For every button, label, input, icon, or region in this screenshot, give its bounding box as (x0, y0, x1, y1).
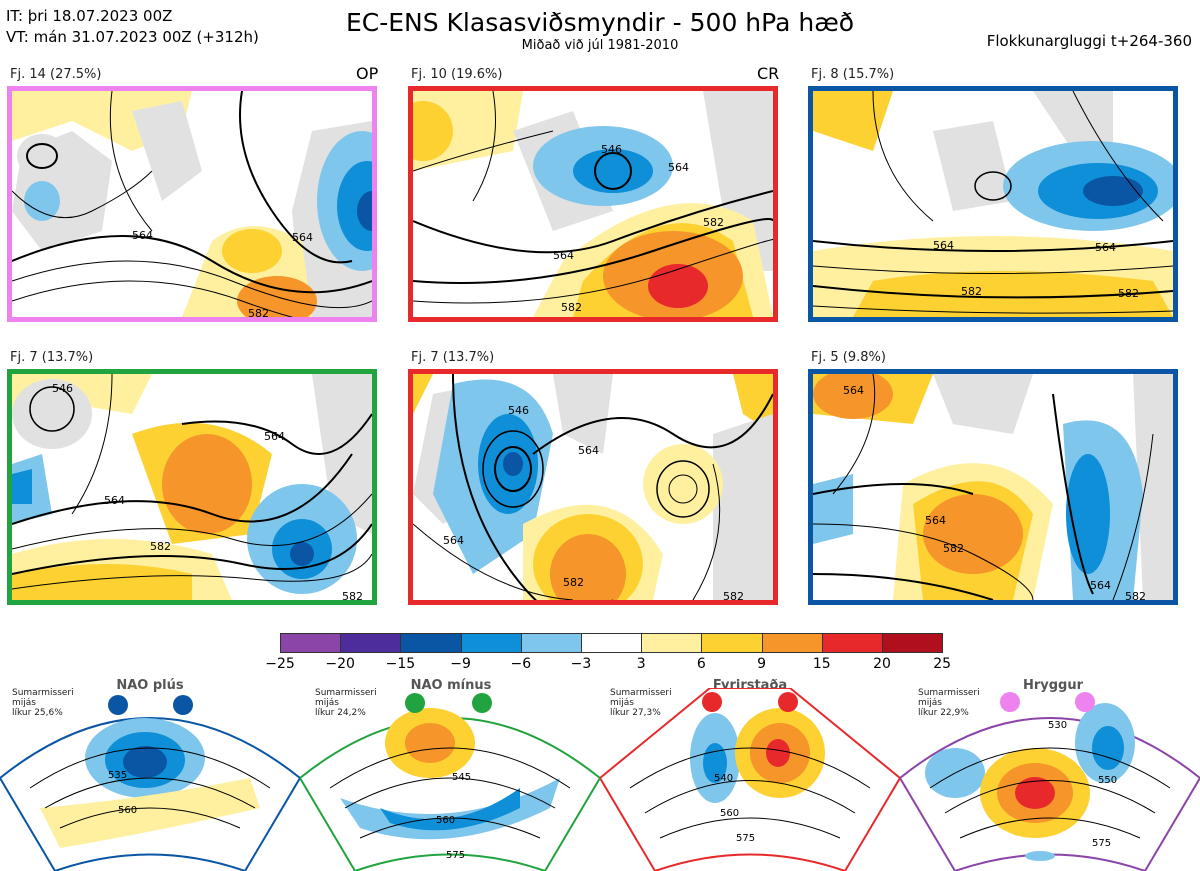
panel-label: Fj. 7 (13.7%) (411, 350, 495, 365)
colorbar-segment (280, 633, 342, 653)
anomaly-map: 564 564 582 (12, 91, 372, 317)
contour-label: 582 (1118, 287, 1139, 300)
contour-label: 564 (264, 430, 285, 443)
colorbar-tick-label: −3 (570, 656, 592, 672)
regime-note: Sumarmisseri mijás líkur 24,2% (315, 688, 377, 718)
contour-label: 582 (723, 590, 744, 600)
anomaly-map: 546 564 582 564 582 (413, 91, 773, 317)
contour-label: 564 (578, 444, 599, 457)
cluster-map-panel[interactable]: 564 564 582 (7, 86, 377, 322)
contour-label: 550 (1098, 775, 1117, 786)
colorbar-segment (701, 633, 763, 653)
contour-label: 564 (553, 249, 574, 262)
contour-label: 540 (714, 773, 733, 784)
contour-label: 530 (1048, 720, 1067, 731)
panel-label: Fj. 5 (9.8%) (811, 350, 886, 365)
contour-label: 582 (943, 542, 964, 555)
colorbar-tick-label: 20 (873, 656, 891, 672)
colorbar-segment (882, 633, 944, 653)
colorbar-segment (581, 633, 643, 653)
contour-label: 582 (561, 301, 582, 314)
contour-label: 564 (668, 161, 689, 174)
contour-label: 582 (563, 576, 584, 589)
panel-tag: CR (757, 64, 780, 83)
colorbar-segment (761, 633, 823, 653)
cluster-map-panel[interactable]: 546 564 564 582 582 (7, 369, 377, 605)
contour-label: 564 (104, 494, 125, 507)
anomaly-map: 546 564 564 582 582 (12, 374, 372, 600)
regime-note: Sumarmisseri mijás líkur 22,9% (918, 688, 980, 718)
contour-label: 564 (443, 534, 464, 547)
cluster-map-panel[interactable]: 546 564 582 564 582 (408, 86, 778, 322)
contour-label: 546 (508, 404, 529, 417)
colorbar-tick-label: −25 (265, 656, 295, 672)
panel-label: Fj. 10 (19.6%) (411, 67, 503, 82)
cluster-map-panel[interactable]: 564 564 582 564 582 (808, 369, 1178, 605)
contour-label: 582 (1125, 590, 1146, 600)
colorbar-tick-label: 15 (812, 656, 831, 672)
regime-title: NAO mínus (410, 678, 492, 693)
regime-map: 540 560 575 (600, 688, 900, 871)
regime-title: Hryggur (1022, 678, 1084, 693)
contour-label: 546 (601, 143, 622, 156)
contour-label: 564 (933, 239, 954, 252)
contour-label: 564 (1095, 241, 1116, 254)
contour-label: 546 (52, 382, 73, 395)
contour-label: 560 (720, 808, 739, 819)
colorbar-tick-label: 9 (757, 656, 767, 672)
colorbar-segment (400, 633, 462, 653)
colorbar-tick-label: 3 (636, 656, 646, 672)
colorbar-tick-label: −15 (385, 656, 416, 672)
contour-label: 575 (446, 850, 465, 861)
contour-label: 564 (1090, 579, 1111, 592)
regime-title: NAO plús (116, 678, 184, 693)
panel-label: Fj. 14 (27.5%) (10, 67, 102, 82)
colorbar-tick-label: −20 (325, 656, 355, 672)
contour-label: 535 (108, 770, 127, 781)
panel-tag: OP (356, 64, 379, 83)
page-title: EC-ENS Klasasviðsmyndir - 500 hPa hæð (345, 8, 855, 37)
regime-map: 535 560 (0, 695, 300, 871)
contour-label: 582 (961, 285, 982, 298)
contour-label: 560 (118, 805, 137, 816)
cluster-map-panel[interactable]: 564 564 582 582 (808, 86, 1178, 322)
contour-label: 564 (925, 514, 946, 527)
contour-label: 575 (1092, 838, 1111, 849)
colorbar-segment (460, 633, 522, 653)
initial-time: IT: þri 18.07.2023 00Z (6, 7, 173, 25)
colorbar-tick-label: −6 (510, 656, 532, 672)
regime-note: Sumarmisseri mijás líkur 25,6% (12, 688, 74, 718)
cluster-map-panel[interactable]: 546 564 564 582 582 (408, 369, 778, 605)
page-subtitle: Miðað við júl 1981-2010 (521, 38, 679, 53)
regime-map: 545 560 575 (300, 693, 600, 871)
anomaly-map: 564 564 582 564 582 (813, 374, 1173, 600)
valid-time: VT: mán 31.07.2023 00Z (+312h) (6, 28, 259, 46)
contour-label: 582 (703, 216, 724, 229)
contour-label: 575 (736, 833, 755, 844)
regime-note: Sumarmisseri mijás líkur 27,3% (610, 688, 672, 718)
colorbar-segment (340, 633, 402, 653)
contour-label: 564 (843, 384, 864, 397)
colorbar-tick-label: −9 (450, 656, 471, 672)
contour-label: 545 (452, 772, 471, 783)
contour-label: 564 (132, 229, 153, 242)
colorbar-segment (520, 633, 582, 653)
colorbar-segment (821, 633, 883, 653)
contour-label: 582 (342, 590, 363, 600)
panel-label: Fj. 8 (15.7%) (811, 67, 895, 82)
header-info: IT: þri 18.07.2023 00Z VT: mán 31.07.202… (6, 6, 259, 48)
contour-label: 560 (436, 815, 455, 826)
regime-map: 530 550 575 (900, 692, 1200, 871)
panel-label: Fj. 7 (13.7%) (10, 350, 94, 365)
anomaly-map: 564 564 582 582 (813, 91, 1173, 317)
colorbar-segment (641, 633, 703, 653)
colorbar-tick-label: 25 (933, 656, 952, 672)
contour-label: 564 (292, 231, 313, 244)
contour-label: 582 (248, 307, 269, 317)
colorbar-tick-label: 6 (696, 656, 706, 672)
classification-window: Flokkunargluggi t+264-360 (986, 32, 1192, 50)
contour-label: 582 (150, 540, 171, 553)
anomaly-map: 546 564 564 582 582 (413, 374, 773, 600)
